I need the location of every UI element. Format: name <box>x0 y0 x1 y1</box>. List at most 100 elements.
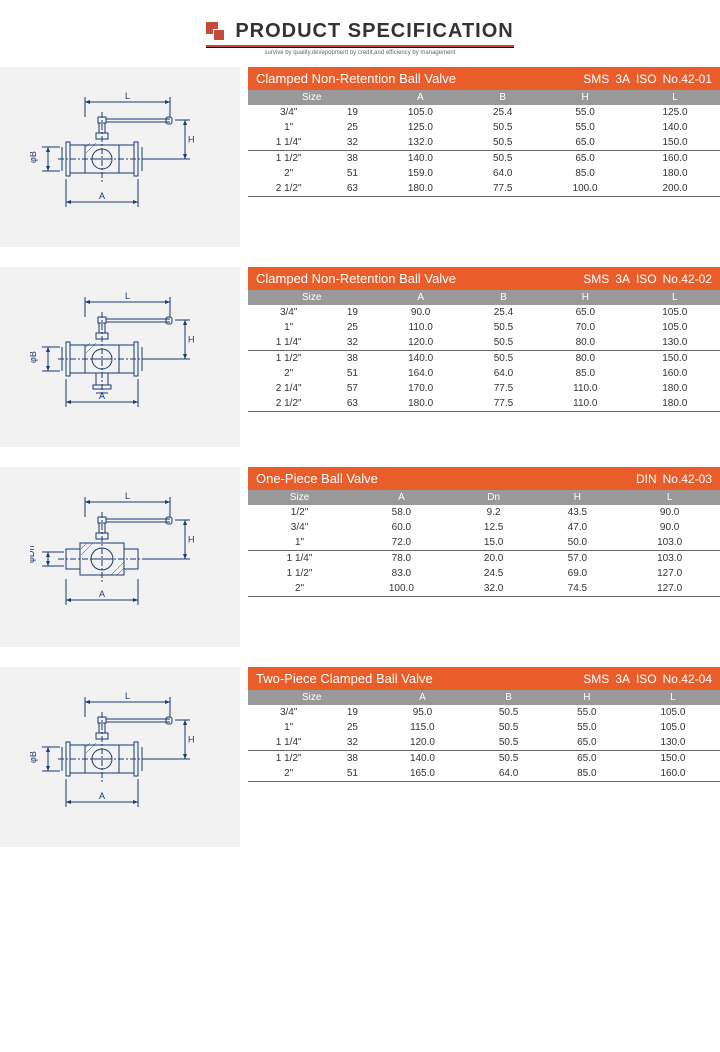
table-cell: 1 1/4" <box>248 735 329 751</box>
table-cell: 150.0 <box>630 135 720 151</box>
table-cell: 43.5 <box>536 505 620 520</box>
table-row: 2 1/2"63180.077.5100.0200.0 <box>248 181 720 197</box>
section-title-bar: Clamped Non-Retention Ball ValveSMS3AISO… <box>248 267 720 290</box>
section-title: Clamped Non-Retention Ball Valve <box>256 271 456 286</box>
table-cell: 69.0 <box>536 566 620 581</box>
table-cell: 65.0 <box>540 135 630 151</box>
table-cell: 25 <box>329 320 375 335</box>
table-cell: 51 <box>329 366 375 381</box>
table-cell: 32 <box>329 135 375 151</box>
spec-section: LHφDnA One-Piece Ball Valve DINNo.42-03 Siz… <box>0 467 720 647</box>
table-row: 1 1/2"38140.050.565.0150.0 <box>248 751 720 767</box>
table-row: 1"25110.050.570.0105.0 <box>248 320 720 335</box>
table-cell: 38 <box>329 751 375 767</box>
table-cell: 25 <box>329 120 375 135</box>
table-cell: 38 <box>329 351 375 367</box>
table-row: 2"51165.064.085.0160.0 <box>248 766 720 782</box>
table-cell: 64.0 <box>465 166 540 181</box>
table-cell: 127.0 <box>619 566 720 581</box>
table-row: 1"25125.050.555.0140.0 <box>248 120 720 135</box>
svg-text:φB: φB <box>30 151 38 163</box>
table-cell: 2" <box>248 166 329 181</box>
table-cell: 50.0 <box>536 535 620 551</box>
diagram: LHφBA <box>0 667 240 847</box>
table-cell: 160.0 <box>626 766 720 782</box>
section-title-bar: Two-Piece Clamped Ball ValveSMS3AISONo.4… <box>248 667 720 690</box>
table-cell: 1 1/4" <box>248 551 351 567</box>
svg-text:φDn: φDn <box>30 546 36 563</box>
table-cell: 70.0 <box>541 320 629 335</box>
table-cell: 180.0 <box>630 166 720 181</box>
table-cell: 103.0 <box>619 551 720 567</box>
svg-text:φB: φB <box>30 751 38 763</box>
table-cell: 25 <box>329 720 375 735</box>
table-cell: 51 <box>329 766 375 782</box>
diagram: LHφDnA <box>0 467 240 647</box>
table-cell: 103.0 <box>619 535 720 551</box>
table-row: 2"51164.064.085.0160.0 <box>248 366 720 381</box>
table-cell: 58.0 <box>351 505 452 520</box>
table-cell: 1/2" <box>248 505 351 520</box>
table-cell: 9.2 <box>452 505 536 520</box>
table-cell: 132.0 <box>375 135 465 151</box>
table-cell: 60.0 <box>351 520 452 535</box>
svg-text:H: H <box>188 735 195 745</box>
table-cell: 3/4" <box>248 705 329 720</box>
table-cell: 180.0 <box>375 396 465 412</box>
table-cell: 90.0 <box>375 305 465 320</box>
table-cell: 55.0 <box>548 705 626 720</box>
table-cell: 65.0 <box>548 735 626 751</box>
table-cell: 110.0 <box>541 381 629 396</box>
section-title-bar: Clamped Non-Retention Ball ValveSMS3AISO… <box>248 67 720 90</box>
table-cell: 180.0 <box>630 396 720 412</box>
table-row: 1 1/4"78.020.057.0103.0 <box>248 551 720 567</box>
table-cell: 50.5 <box>466 335 541 351</box>
table-cell: 19 <box>329 105 375 120</box>
table-cell: 50.5 <box>469 705 547 720</box>
table-cell: 38 <box>329 151 375 167</box>
table-cell: 19 <box>329 305 375 320</box>
spec-table: SizeABHL3/4"1995.050.555.0105.01"25115.0… <box>248 690 720 782</box>
spec-table: SizeADnHL1/2"58.09.243.590.03/4"60.012.5… <box>248 490 720 597</box>
table-cell: 47.0 <box>536 520 620 535</box>
table-cell: 125.0 <box>375 120 465 135</box>
table-cell: 50.5 <box>466 320 541 335</box>
section-title-bar: One-Piece Ball Valve DINNo.42-03 <box>248 467 720 490</box>
header-subtitle: survive by quality,devepopment by credit… <box>206 50 513 56</box>
table-cell: 78.0 <box>351 551 452 567</box>
table-cell: 80.0 <box>541 335 629 351</box>
table-cell: 55.0 <box>540 105 630 120</box>
table-row: 1"72.015.050.0103.0 <box>248 535 720 551</box>
table-header-row: SizeABHL <box>248 290 720 305</box>
table-cell: 80.0 <box>541 351 629 367</box>
table-cell: 65.0 <box>548 751 626 767</box>
svg-text:H: H <box>188 535 195 545</box>
spec-section: LHφBATwo-Piece Clamped Ball ValveSMS3AIS… <box>0 667 720 847</box>
table-cell: 50.5 <box>465 151 540 167</box>
table-cell: 12.5 <box>452 520 536 535</box>
table-cell: 1 1/2" <box>248 351 329 367</box>
diagram: LHφBA <box>0 67 240 247</box>
table-cell: 1" <box>248 120 329 135</box>
table-cell: 50.5 <box>465 120 540 135</box>
table-cell: 105.0 <box>626 720 720 735</box>
logo-icon <box>206 22 226 42</box>
table-cell: 2" <box>248 366 329 381</box>
table-cell: 65.0 <box>541 305 629 320</box>
table-cell: 85.0 <box>540 166 630 181</box>
table-cell: 90.0 <box>619 505 720 520</box>
table-cell: 105.0 <box>626 705 720 720</box>
table-cell: 110.0 <box>375 320 465 335</box>
table-cell: 1" <box>248 535 351 551</box>
section-title: One-Piece Ball Valve <box>256 471 378 486</box>
table-cell: 57.0 <box>536 551 620 567</box>
table-cell: 105.0 <box>375 105 465 120</box>
section-codes: DINNo.42-03 <box>630 472 712 486</box>
table-row: 2"51159.064.085.0180.0 <box>248 166 720 181</box>
table-cell: 57 <box>329 381 375 396</box>
svg-text:A: A <box>99 791 105 801</box>
table-cell: 77.5 <box>465 181 540 197</box>
table-row: 1 1/4"32120.050.565.0130.0 <box>248 735 720 751</box>
table-row: 2 1/2"63180.077.5110.0180.0 <box>248 396 720 412</box>
table-cell: 165.0 <box>375 766 469 782</box>
